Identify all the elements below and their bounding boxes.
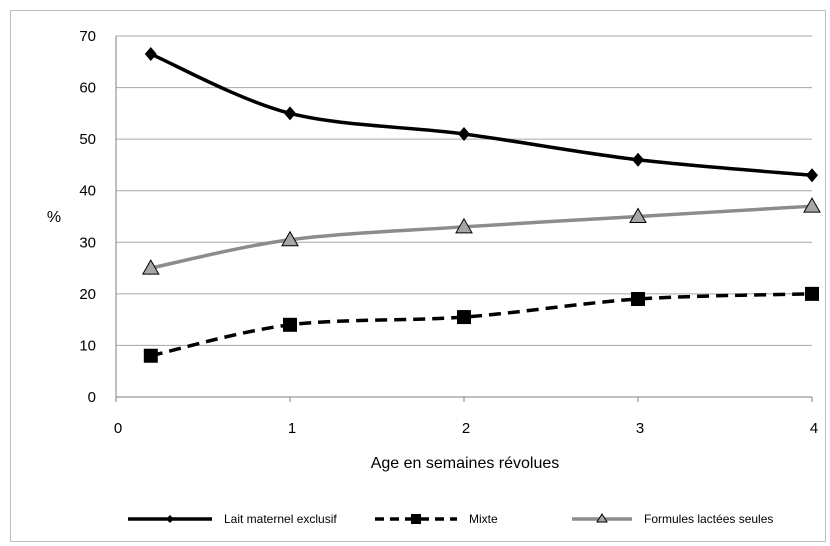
gridlines <box>116 35 812 346</box>
data-point-mixte <box>457 310 471 325</box>
y-tick-label: 70 <box>79 28 96 45</box>
legend-marker <box>596 513 608 523</box>
y-tick-label: 0 <box>88 389 96 406</box>
y-tick-label: 20 <box>79 286 96 303</box>
data-point-formules-lactees-seules <box>803 197 821 213</box>
x-tick-label: 0 <box>114 420 122 437</box>
legend-label: Formules lactées seules <box>644 512 773 526</box>
data-point-formules-lactees-seules <box>455 217 473 234</box>
data-point-formules-lactees-seules <box>629 207 647 223</box>
data-point-mixte <box>631 292 645 307</box>
x-tick-label: 2 <box>462 420 470 437</box>
data-point-lait-maternel-exclusif <box>632 152 644 167</box>
y-tick-label: 50 <box>79 131 96 148</box>
legend-item-mixte: Mixte <box>375 512 498 526</box>
data-point-lait-maternel-exclusif <box>284 106 296 121</box>
data-point-mixte <box>143 348 158 363</box>
series-line-mixte <box>150 292 813 358</box>
y-tick-label: 30 <box>79 234 96 251</box>
legend-item-formules-lactees-seules: Formules lactées seules <box>572 512 773 526</box>
axes: 0 10 20 30 40 50 60 70 0 1 2 3 4 <box>79 28 818 437</box>
series-lines <box>150 52 813 358</box>
data-point-mixte <box>805 286 819 301</box>
chart-frame <box>10 10 826 542</box>
legend-marker <box>166 515 174 523</box>
y-axis-label: % <box>47 209 61 226</box>
data-point-lait-maternel-exclusif <box>806 168 818 183</box>
x-tick-label: 3 <box>636 420 644 437</box>
legend: Lait maternel exclusif Mixte Formules lact… <box>128 512 773 526</box>
data-point-lait-maternel-exclusif <box>458 126 470 141</box>
x-axis-label: Age en semaines révolues <box>371 455 560 472</box>
series-markers <box>141 47 821 363</box>
x-tick-label: 4 <box>810 420 818 437</box>
data-point-formules-lactees-seules <box>281 230 299 247</box>
data-point-lait-maternel-exclusif <box>144 47 157 62</box>
legend-item-lait-maternel-exclusif: Lait maternel exclusif <box>128 512 337 526</box>
legend-label: Mixte <box>469 512 498 526</box>
series-line-lait-maternel-exclusif <box>150 52 813 177</box>
legend-label: Lait maternel exclusif <box>224 512 337 526</box>
data-point-mixte <box>283 317 297 332</box>
y-tick-label: 60 <box>79 80 96 97</box>
y-tick-label: 10 <box>79 337 96 354</box>
y-tick-label: 40 <box>79 183 96 200</box>
x-tick-label: 1 <box>288 420 296 437</box>
data-point-formules-lactees-seules <box>141 259 160 275</box>
legend-marker <box>411 514 421 524</box>
series-line-formules-lactees-seules <box>150 204 813 270</box>
